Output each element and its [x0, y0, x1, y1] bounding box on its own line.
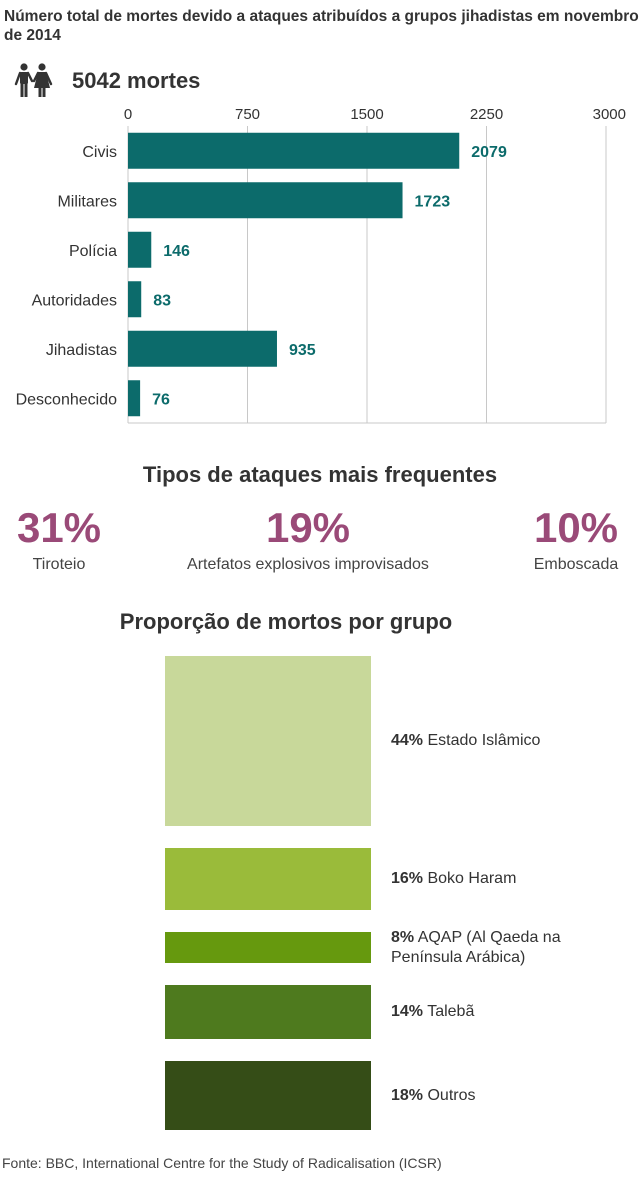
x-tick-label: 1500: [350, 106, 383, 123]
group-name: Talebã: [423, 1003, 475, 1020]
bar-civis: [128, 132, 460, 169]
stat-tiroteio: 31% Tiroteio: [0, 506, 118, 574]
group-label: 14% Talebã: [391, 1002, 631, 1022]
bar-polícia: [128, 231, 152, 268]
category-label: Autoridades: [32, 292, 117, 309]
data-label: 1723: [415, 193, 451, 210]
data-label: 2079: [471, 144, 507, 161]
bar-desconhecido: [128, 380, 141, 417]
bar-militares: [128, 182, 403, 219]
group-block: [165, 1061, 371, 1130]
group-label: 8% AQAP (Al Qaeda na Península Arábica): [391, 928, 631, 968]
data-label: 76: [152, 391, 170, 408]
category-label: Militares: [57, 193, 117, 210]
x-tick-label: 0: [124, 106, 132, 123]
total-deaths: 5042 mortes: [72, 68, 201, 93]
group-block: [165, 932, 371, 963]
data-label: 935: [289, 342, 316, 359]
group-block: [165, 656, 371, 826]
group-block: [165, 848, 371, 910]
group-block: [165, 985, 371, 1039]
stat-label: Tiroteio: [32, 556, 86, 573]
category-label: Desconhecido: [16, 391, 118, 408]
attack-types-title: Tipos de ataques mais frequentes: [142, 462, 498, 487]
chart-title: Número total de mortes devido a ataques …: [4, 8, 639, 44]
groups-title: Proporção de mortos por grupo: [119, 609, 453, 634]
stat-emboscada: 10% Emboscada: [520, 506, 632, 574]
group-percent: 14%: [391, 1003, 424, 1020]
bar-autoridades: [128, 281, 142, 318]
x-tick-label: 3000: [593, 106, 626, 123]
deaths-bar-chart: 0 750 1500 2250 3000 Civis 2079 Militares 1723 Po…: [16, 106, 626, 424]
group-label: 44% Estado Islâmico: [391, 731, 631, 751]
stat-explosivos: 19% Artefatos explosivos improvisados: [158, 506, 458, 574]
group-label: 16% Boko Haram: [391, 869, 631, 889]
group-percent: 16%: [391, 870, 424, 887]
stat-percent: 31%: [16, 504, 102, 551]
group-name: Outros: [423, 1086, 476, 1104]
group-name: Boko Haram: [423, 870, 517, 887]
x-tick-label: 750: [235, 106, 260, 123]
category-label: Jihadistas: [46, 342, 117, 359]
group-percent: 44%: [391, 732, 424, 749]
group-label: 18% Outros: [391, 1086, 631, 1106]
group-name: Estado Islâmico: [423, 732, 541, 749]
stat-label: Artefatos explosivos improvisados: [187, 556, 429, 573]
stat-percent: 10%: [533, 504, 619, 551]
x-tick-label: 2250: [470, 106, 503, 123]
stat-label: Emboscada: [533, 556, 619, 573]
people-icon: [14, 63, 53, 97]
stat-percent: 19%: [265, 504, 351, 551]
data-label: 83: [153, 292, 171, 309]
category-label: Polícia: [69, 243, 117, 260]
group-percent: 8%: [391, 928, 415, 946]
group-name: AQAP (Al Qaeda na Península Arábica): [391, 928, 561, 966]
category-label: Civis: [82, 144, 117, 161]
data-label: 146: [163, 243, 190, 260]
group-percent: 18%: [391, 1086, 424, 1104]
bar-jihadistas: [128, 330, 277, 367]
source-note: Fonte: BBC, International Centre for the…: [2, 1155, 442, 1171]
